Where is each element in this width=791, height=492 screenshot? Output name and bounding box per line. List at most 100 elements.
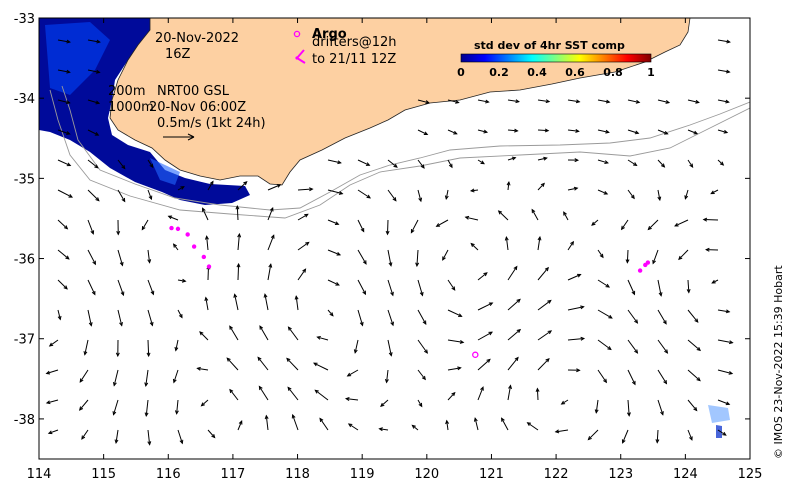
- velocity-arrow-head: [570, 240, 575, 246]
- velocity-arrow: [147, 249, 151, 263]
- velocity-arrow-head: [501, 417, 505, 422]
- velocity-arrow-head: [68, 194, 74, 198]
- velocity-arrow: [147, 279, 154, 295]
- velocity-arrow-head: [719, 161, 725, 166]
- velocity-arrow: [561, 399, 569, 405]
- velocity-arrow-head: [233, 293, 238, 298]
- velocity-arrow-head: [141, 226, 146, 231]
- velocity-arrow-head: [316, 335, 321, 340]
- velocity-arrow-head: [121, 164, 126, 170]
- velocity-arrow-head: [630, 194, 635, 200]
- velocity-arrow: [477, 272, 488, 281]
- velocity-arrow-head: [458, 313, 463, 317]
- velocity-arrow: [537, 183, 545, 191]
- velocity-arrow: [717, 39, 730, 43]
- velocity-arrow-head: [485, 99, 490, 104]
- velocity-arrow: [229, 326, 239, 341]
- colorbar-tick-label: 1: [647, 66, 655, 79]
- velocity-arrow-head: [575, 99, 581, 104]
- velocity-arrow-head: [726, 69, 731, 74]
- velocity-arrow-head: [353, 349, 358, 354]
- velocity-arrow-head: [515, 99, 520, 104]
- x-tick-label: 114: [27, 467, 52, 482]
- velocity-arrow-head: [259, 325, 264, 330]
- velocity-arrow-head: [621, 439, 626, 444]
- velocity-arrow-head: [66, 39, 71, 44]
- velocity-arrow: [292, 414, 299, 431]
- velocity-arrow-head: [236, 262, 241, 268]
- velocity-arrow: [46, 399, 59, 404]
- velocity-arrow-head: [200, 402, 205, 407]
- velocity-arrow-head: [442, 256, 446, 261]
- velocity-arrow: [202, 208, 209, 221]
- velocity-arrow: [117, 309, 123, 326]
- velocity-arrow-head: [390, 291, 394, 297]
- velocity-arrow-head: [577, 273, 582, 278]
- velocity-arrow: [537, 330, 552, 341]
- velocity-arrow-head: [684, 195, 689, 200]
- velocity-arrow-head: [172, 378, 177, 384]
- velocity-arrow-head: [607, 346, 612, 351]
- velocity-arrow-head: [605, 283, 611, 288]
- velocity-arrow-head: [504, 236, 509, 241]
- velocity-arrow-head: [202, 207, 206, 212]
- velocity-arrow: [206, 236, 209, 251]
- velocity-arrow: [507, 357, 519, 371]
- velocity-arrow-head: [689, 163, 694, 168]
- velocity-arrow-head: [599, 253, 604, 259]
- velocity-arrow: [597, 309, 613, 319]
- velocity-arrow-head: [362, 260, 367, 265]
- velocity-arrow-head: [174, 346, 179, 352]
- velocity-arrow-head: [119, 322, 123, 327]
- velocity-arrow-head: [574, 158, 580, 163]
- velocity-arrow: [387, 309, 394, 326]
- velocity-arrow: [417, 309, 427, 325]
- velocity-arrow: [297, 213, 309, 221]
- velocity-arrow-head: [459, 339, 465, 344]
- velocity-arrow: [657, 99, 670, 104]
- velocity-arrow: [447, 279, 456, 291]
- velocity-arrow-head: [362, 290, 367, 296]
- velocity-arrow-head: [314, 389, 319, 394]
- velocity-arrow: [417, 279, 423, 296]
- velocity-arrow: [113, 369, 119, 386]
- velocity-arrow: [657, 309, 667, 325]
- colorbar: [460, 53, 652, 63]
- velocity-arrow-head: [604, 160, 609, 164]
- colorbar-tick-label: 0: [457, 66, 465, 79]
- velocity-arrow: [657, 279, 662, 296]
- velocity-arrow: [471, 189, 479, 192]
- velocity-arrow-head: [664, 349, 669, 354]
- y-tick-label: -37: [14, 333, 35, 348]
- velocity-arrow: [265, 415, 269, 431]
- velocity-arrow-head: [121, 197, 126, 203]
- velocity-arrow: [87, 279, 96, 295]
- velocity-arrow-head: [95, 100, 101, 105]
- velocity-arrow: [354, 339, 359, 353]
- velocity-arrow-head: [693, 406, 698, 412]
- velocity-arrow-head: [410, 229, 415, 234]
- velocity-arrow: [447, 339, 464, 343]
- velocity-arrow: [536, 388, 539, 401]
- velocity-arrow-head: [634, 130, 640, 135]
- velocity-arrow: [57, 189, 73, 198]
- velocity-arrow: [622, 429, 629, 444]
- velocity-arrow: [297, 268, 306, 281]
- velocity-arrow: [205, 297, 209, 311]
- velocity-arrow: [588, 429, 599, 440]
- velocity-arrow: [597, 99, 610, 103]
- velocity-arrow-head: [45, 370, 51, 375]
- velocity-arrow-head: [238, 420, 243, 425]
- velocity-arrow: [57, 309, 61, 320]
- x-tick-label: 121: [479, 467, 504, 482]
- velocity-arrow-head: [94, 164, 99, 169]
- velocity-arrow-head: [545, 357, 550, 363]
- velocity-arrow-head: [603, 378, 608, 384]
- velocity-arrow: [87, 189, 100, 202]
- velocity-arrow: [147, 159, 154, 168]
- velocity-arrow-head: [453, 130, 458, 135]
- velocity-arrow-head: [304, 213, 309, 218]
- velocity-arrow-head: [346, 372, 352, 377]
- velocity-arrow: [417, 369, 426, 380]
- velocity-arrow-head: [149, 321, 154, 327]
